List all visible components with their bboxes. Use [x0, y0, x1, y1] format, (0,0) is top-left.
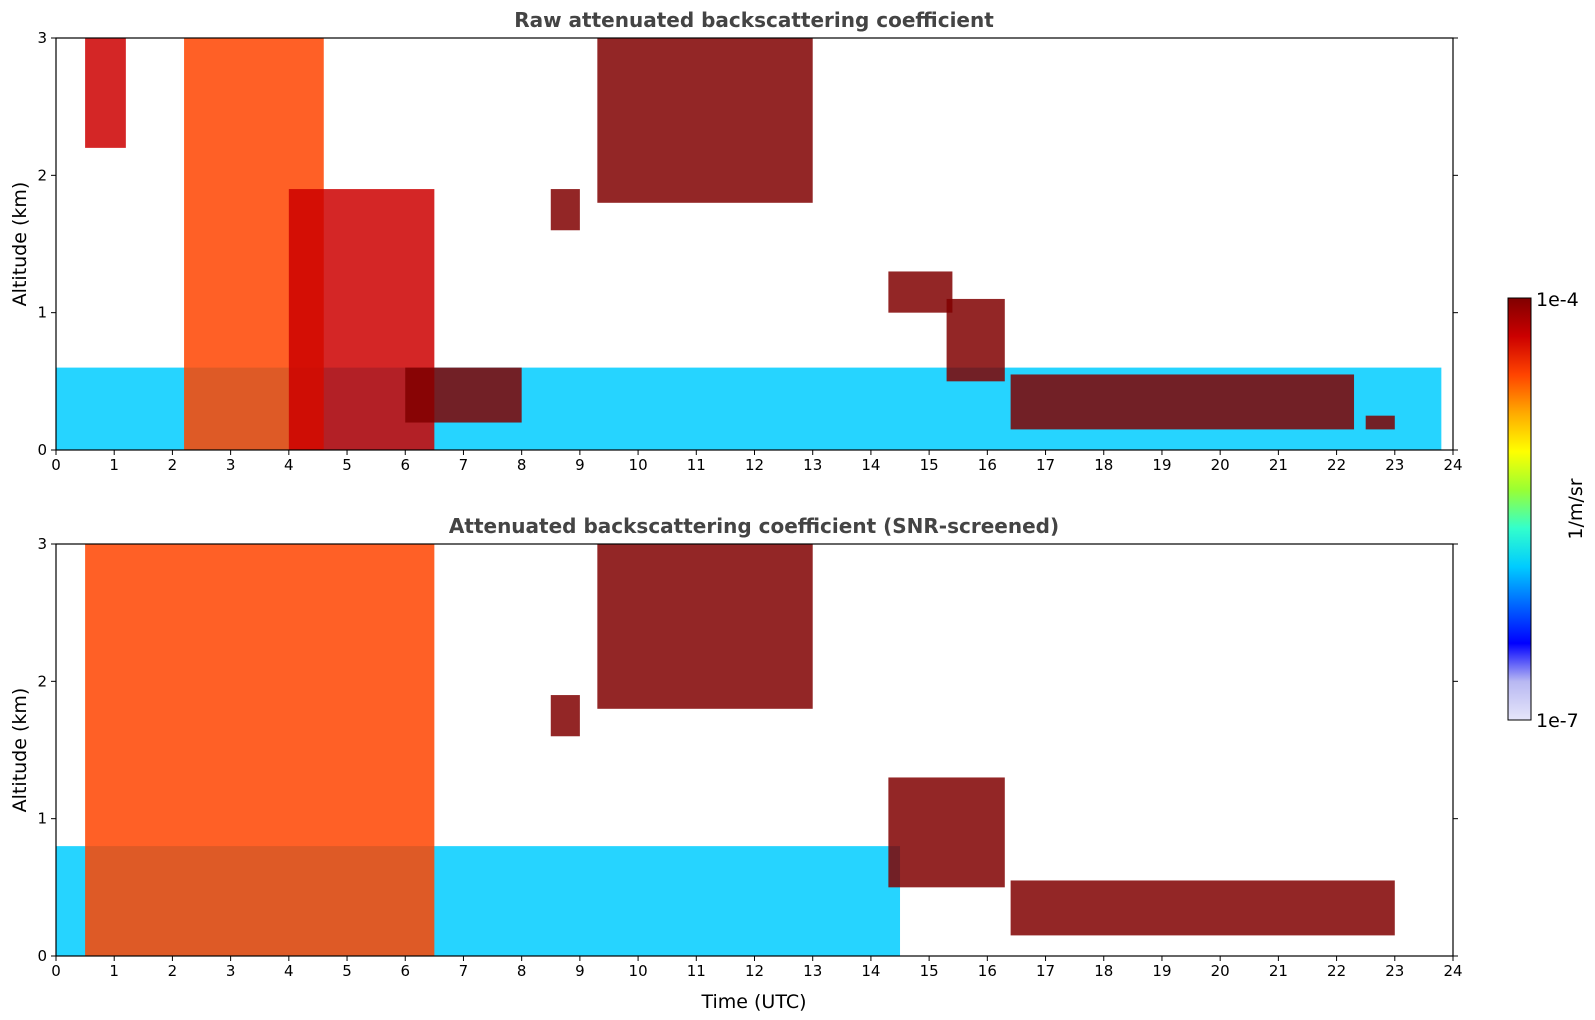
panel-screened: Attenuated backscattering coefficient (S…: [9, 514, 1463, 1013]
colorbar: 1e-4 1e-7 1/m/sr: [1507, 289, 1587, 732]
x-tick-label: 0: [51, 456, 61, 474]
x-tick-label: 7: [459, 456, 469, 474]
x-tick-label: 3: [226, 456, 236, 474]
x-tick-label: 4: [284, 962, 294, 980]
x-tick-label: 2: [168, 962, 178, 980]
heatmap-cell: [1010, 374, 1355, 430]
x-tick-label: 2: [168, 456, 178, 474]
heatmap-cell: [85, 544, 435, 956]
x-tick-label: 16: [978, 456, 997, 474]
panel-raw: Raw attenuated backscattering coefficien…: [9, 8, 1463, 474]
heatmap-cell: [405, 367, 522, 423]
colorbar-label: 1/m/sr: [1565, 478, 1587, 539]
x-tick-label: 11: [687, 962, 706, 980]
x-tick-label: 18: [1094, 456, 1113, 474]
y-tick-label: 3: [37, 535, 47, 553]
x-tick-label: 12: [745, 456, 764, 474]
x-tick-label: 9: [575, 962, 585, 980]
heatmap-area: [56, 544, 1395, 956]
heatmap-cell: [597, 544, 813, 709]
x-tick-label: 12: [745, 962, 764, 980]
y-tick-label: 1: [37, 304, 47, 322]
heatmap-cell: [946, 298, 1005, 382]
x-tick-label: 0: [51, 962, 61, 980]
y-tick-label: 2: [37, 672, 47, 690]
x-axis-ticks: 0 1 2 3 4 5 6 7 8 9 10 11 12 13 14 15 16 17 18 19 20 21 22 23 24: [51, 450, 1463, 474]
heatmap-cell: [550, 189, 580, 231]
x-tick-label: 20: [1211, 962, 1230, 980]
x-tick-label: 5: [342, 962, 352, 980]
x-tick-label: 18: [1094, 962, 1113, 980]
x-tick-label: 8: [517, 962, 527, 980]
heatmap-cell: [888, 777, 1005, 888]
x-tick-label: 11: [687, 456, 706, 474]
x-tick-label: 15: [920, 962, 939, 980]
x-tick-label: 19: [1152, 456, 1171, 474]
x-tick-label: 3: [226, 962, 236, 980]
x-tick-label: 13: [803, 962, 822, 980]
heatmap-area: [56, 38, 1442, 450]
colorbar-min-label: 1e-7: [1536, 710, 1579, 732]
x-tick-label: 21: [1269, 456, 1288, 474]
x-tick-label: 23: [1385, 962, 1404, 980]
y-tick-label: 2: [37, 166, 47, 184]
heatmap-cell: [888, 271, 953, 313]
y-tick-label: 1: [37, 810, 47, 828]
y-tick-label: 0: [37, 947, 47, 965]
x-tick-label: 23: [1385, 456, 1404, 474]
x-tick-label: 14: [861, 456, 880, 474]
x-tick-label: 10: [629, 962, 648, 980]
x-tick-label: 24: [1443, 456, 1462, 474]
x-tick-label: 14: [861, 962, 880, 980]
x-tick-label: 22: [1327, 456, 1346, 474]
x-tick-label: 8: [517, 456, 527, 474]
x-tick-label: 6: [400, 962, 410, 980]
y-axis-ticks: 0 1 2 3: [37, 535, 1458, 965]
x-tick-label: 4: [284, 456, 294, 474]
x-tick-label: 20: [1211, 456, 1230, 474]
x-tick-label: 1: [109, 962, 119, 980]
heatmap-cell: [1365, 415, 1395, 430]
colorbar-gradient: [1507, 297, 1532, 721]
heatmap-cell: [1010, 880, 1395, 936]
x-tick-label: 7: [459, 962, 469, 980]
x-tick-label: 15: [920, 456, 939, 474]
x-tick-label: 16: [978, 962, 997, 980]
x-tick-label: 10: [629, 456, 648, 474]
x-tick-label: 19: [1152, 962, 1171, 980]
y-tick-label: 0: [37, 441, 47, 459]
heatmap-cell: [597, 38, 813, 203]
x-axis-ticks: 0 1 2 3 4 5 6 7 8 9 10 11 12 13 14 15 16 17 18 19 20 21 22 23 24: [51, 956, 1463, 980]
colorbar-max-label: 1e-4: [1536, 289, 1579, 311]
x-tick-label: 21: [1269, 962, 1288, 980]
x-tick-label: 22: [1327, 962, 1346, 980]
x-tick-label: 17: [1036, 456, 1055, 474]
chart-title: Attenuated backscattering coefficient (S…: [449, 514, 1059, 538]
y-axis-ticks: 0 1 2 3: [37, 29, 1458, 459]
x-tick-label: 24: [1443, 962, 1462, 980]
heatmap-cell: [550, 695, 580, 737]
chart-title: Raw attenuated backscattering coefficien…: [514, 8, 994, 32]
x-tick-label: 1: [109, 456, 119, 474]
heatmap-cell: [85, 38, 126, 148]
x-axis-label: Time (UTC): [700, 991, 806, 1013]
x-tick-label: 6: [400, 456, 410, 474]
x-tick-label: 13: [803, 456, 822, 474]
y-axis-label: Altitude (km): [9, 688, 31, 813]
x-tick-label: 9: [575, 456, 585, 474]
x-tick-label: 17: [1036, 962, 1055, 980]
y-tick-label: 3: [37, 29, 47, 47]
y-axis-label: Altitude (km): [9, 182, 31, 307]
x-tick-label: 5: [342, 456, 352, 474]
